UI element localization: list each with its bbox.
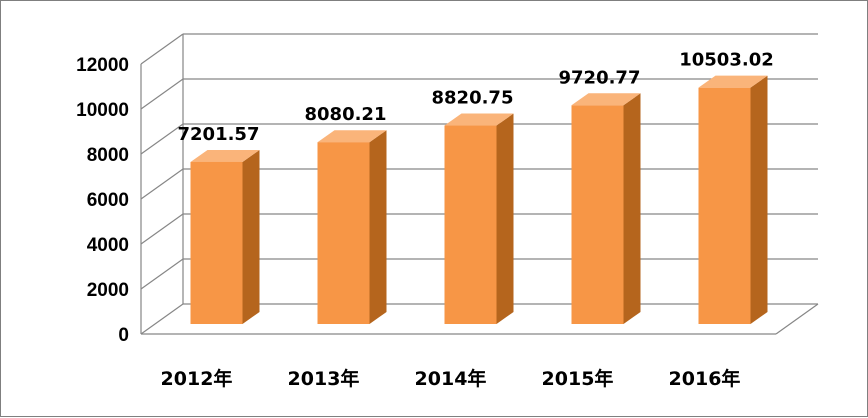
grid-line-diagonal [140, 168, 184, 200]
category-label: 2015年 [542, 367, 614, 390]
grid-line-diagonal [140, 78, 184, 110]
bar-top [317, 130, 387, 143]
grid-line-diagonal [140, 258, 184, 290]
bar-side [369, 130, 387, 324]
bar-side [750, 75, 768, 324]
y-tick-label: 12000 [76, 55, 129, 76]
bar [571, 93, 641, 324]
y-tick-label: 10000 [76, 100, 129, 121]
data-label: 8080.21 [305, 104, 387, 125]
y-tick-label: 2000 [87, 280, 129, 301]
category-label: 2014年 [415, 367, 487, 390]
bar-front [444, 125, 497, 324]
grid-line-diagonal [140, 303, 184, 335]
bar-front [698, 87, 751, 324]
bar-side [623, 93, 641, 324]
category-label: 2016年 [669, 367, 741, 390]
y-tick-label: 0 [118, 325, 129, 346]
data-labels: 7201.57 8080.21 8820.75 9720.77 10503.02 [178, 50, 774, 145]
bar-top [571, 93, 641, 106]
y-tick-label: 4000 [87, 235, 129, 256]
data-label: 7201.57 [178, 124, 260, 145]
category-label: 2012年 [161, 367, 233, 390]
y-tick-label: 6000 [87, 190, 129, 211]
bar [698, 75, 768, 324]
grid-line-diagonal [140, 33, 184, 65]
bar-front [571, 105, 624, 324]
bar-front [190, 161, 243, 324]
data-label: 8820.75 [432, 88, 514, 109]
bar-top [190, 149, 260, 162]
grid-line-diagonal [140, 213, 184, 245]
bar-side [242, 149, 260, 324]
grid-line-diagonal [140, 123, 184, 155]
bar-top [698, 75, 768, 88]
bar [444, 113, 514, 324]
y-tick-label: 8000 [87, 145, 129, 166]
bar [190, 149, 260, 324]
y-axis-ticks: 0 2000 4000 6000 8000 10000 12000 [76, 55, 129, 346]
bar [317, 130, 387, 324]
bar-top [444, 113, 514, 126]
floor-right-edge [775, 303, 819, 335]
bar-side [496, 113, 514, 324]
category-label: 2013年 [288, 367, 360, 390]
x-axis-categories: 2012年 2013年 2014年 2015年 2016年 [161, 367, 741, 390]
data-label: 10503.02 [679, 50, 774, 71]
bars [190, 75, 768, 324]
bar-front [317, 142, 370, 324]
data-label: 9720.77 [559, 67, 641, 88]
